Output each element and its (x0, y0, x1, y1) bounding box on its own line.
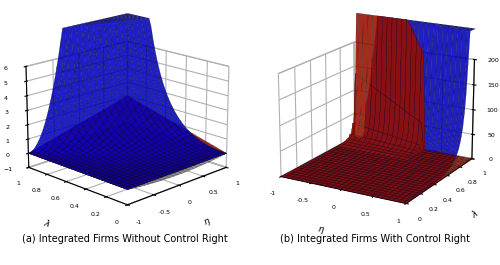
X-axis label: $\eta$: $\eta$ (316, 224, 326, 236)
Y-axis label: $\lambda$: $\lambda$ (468, 207, 480, 220)
Title: (a) Integrated Firms Without Control Right: (a) Integrated Firms Without Control Rig… (22, 235, 228, 244)
X-axis label: $\eta$: $\eta$ (202, 217, 213, 229)
Y-axis label: $\lambda$: $\lambda$ (42, 217, 52, 229)
Title: (b) Integrated Firms With Control Right: (b) Integrated Firms With Control Right (280, 235, 470, 244)
